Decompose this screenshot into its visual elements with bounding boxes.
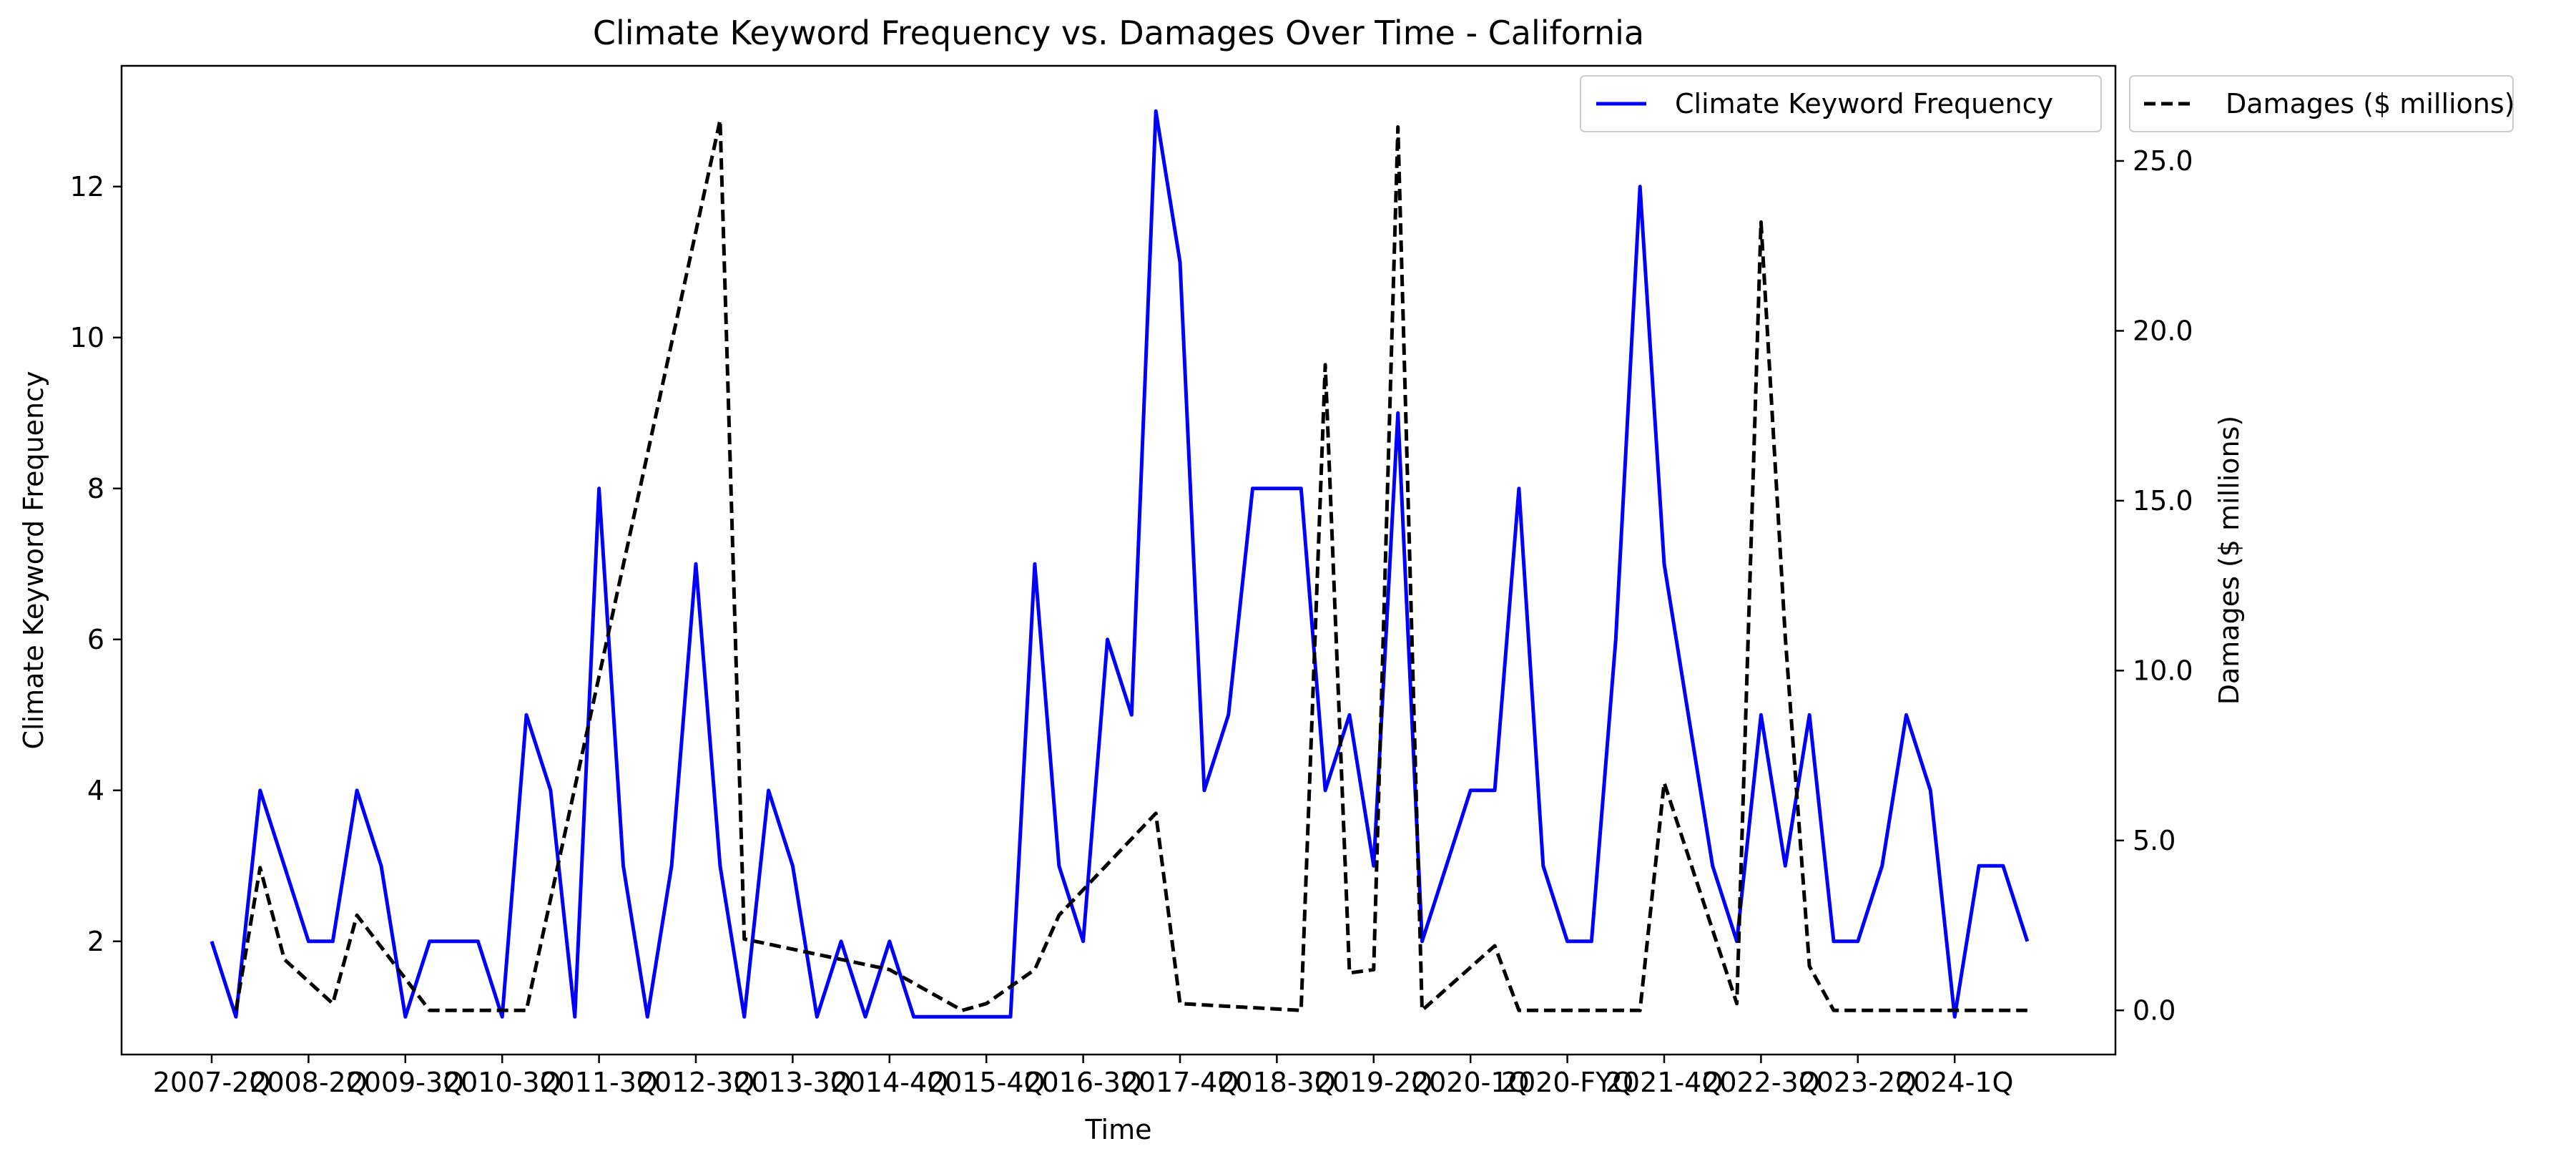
left-y-tick-label: 8 bbox=[87, 473, 104, 504]
right-y-axis-ticks: 0.0 5.0 10.0 15.0 20.0 25.0 bbox=[2115, 145, 2193, 1026]
right-y-tick-label: 15.0 bbox=[2133, 485, 2193, 517]
right-y-tick-label: 0.0 bbox=[2133, 994, 2176, 1026]
x-tick-label: 2023-2Q bbox=[1799, 1067, 1917, 1098]
legend-box bbox=[2129, 75, 2514, 132]
x-tick-label: 2010-3Q bbox=[443, 1067, 561, 1098]
x-tick-label: 2018-3Q bbox=[1218, 1067, 1336, 1098]
left-y-tick-label: 6 bbox=[87, 624, 104, 655]
x-tick-label: 2017-4Q bbox=[1121, 1067, 1239, 1098]
x-tick-label: 2012-3Q bbox=[637, 1067, 755, 1098]
left-y-tick-label: 2 bbox=[87, 926, 104, 957]
x-tick-label: 2019-2Q bbox=[1315, 1067, 1433, 1098]
x-tick-label: 2009-3Q bbox=[347, 1067, 465, 1098]
legend-label: Climate Keyword Frequency bbox=[1675, 88, 2053, 119]
damages-line bbox=[234, 118, 2027, 1012]
x-tick-label: 2007-2Q bbox=[153, 1067, 271, 1098]
legend-keyword-frequency: Climate Keyword Frequency bbox=[1580, 75, 2102, 132]
keyword-frequency-line bbox=[210, 109, 2030, 1019]
x-tick-label: 2020-FYQ bbox=[1501, 1067, 1633, 1098]
legend-box bbox=[1580, 75, 2102, 132]
left-y-tick-label: 10 bbox=[70, 322, 104, 353]
legend-label: Damages ($ millions) bbox=[2226, 88, 2515, 119]
x-tick-label: 2013-3Q bbox=[734, 1067, 852, 1098]
left-y-axis-ticks: 2 4 6 8 10 12 bbox=[70, 171, 122, 957]
legend-damages: Damages ($ millions) bbox=[2129, 75, 2515, 132]
left-y-axis-label: Climate Keyword Frequency bbox=[18, 371, 49, 750]
data-lines bbox=[210, 109, 2030, 1019]
x-tick-label: 2021-4Q bbox=[1606, 1067, 1724, 1098]
x-tick-label: 2014-4Q bbox=[831, 1067, 949, 1098]
right-y-tick-label: 10.0 bbox=[2133, 655, 2193, 686]
x-tick-label: 2022-3Q bbox=[1702, 1067, 1820, 1098]
x-tick-label: 2016-3Q bbox=[1024, 1067, 1142, 1098]
plot-frame bbox=[120, 64, 2117, 1056]
right-y-tick-label: 20.0 bbox=[2133, 315, 2193, 346]
right-y-tick-label: 5.0 bbox=[2133, 825, 2176, 856]
x-tick-label: 2024-1Q bbox=[1896, 1067, 2014, 1098]
x-axis-ticks: 2007-2Q2008-2Q2009-3Q2010-3Q2011-3Q2012-… bbox=[153, 1055, 2014, 1098]
chart-title: Climate Keyword Frequency vs. Damages Ov… bbox=[593, 14, 1644, 52]
x-tick-label: 2008-2Q bbox=[250, 1067, 368, 1098]
x-axis-label: Time bbox=[1085, 1114, 1152, 1145]
x-tick-label: 2011-3Q bbox=[540, 1067, 658, 1098]
left-y-tick-label: 4 bbox=[87, 775, 104, 806]
left-y-tick-label: 12 bbox=[70, 171, 104, 202]
x-tick-label: 2020-1Q bbox=[1412, 1067, 1530, 1098]
right-y-axis-label: Damages ($ millions) bbox=[2213, 416, 2245, 705]
right-y-tick-label: 25.0 bbox=[2133, 145, 2193, 177]
x-tick-label: 2015-4Q bbox=[928, 1067, 1046, 1098]
